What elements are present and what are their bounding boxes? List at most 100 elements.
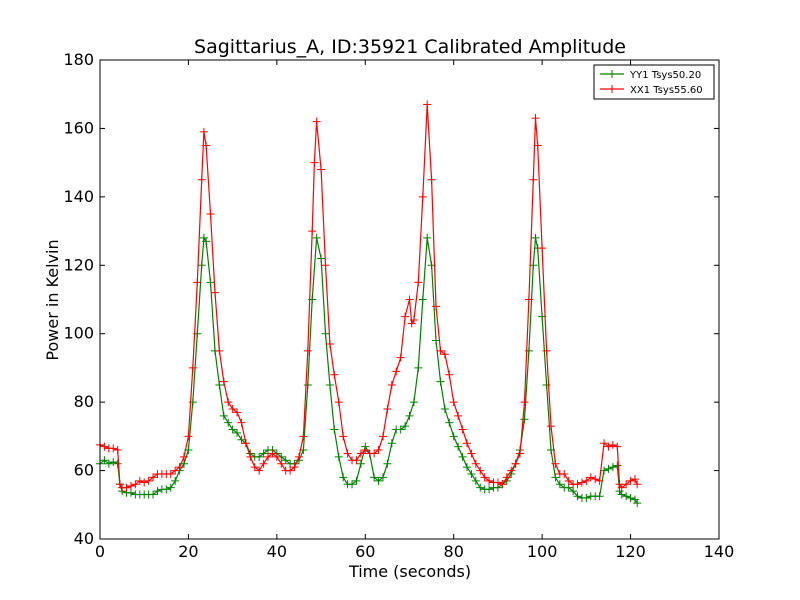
legend-label: XX1 Tsys55.60 — [630, 85, 703, 96]
data-point — [449, 432, 458, 441]
data-point — [445, 370, 454, 379]
x-tick-label: 120 — [615, 542, 646, 561]
y-tick-label: 160 — [63, 118, 94, 137]
data-point — [392, 367, 401, 376]
data-point — [538, 244, 547, 253]
data-point — [462, 439, 471, 448]
data-point — [374, 446, 383, 455]
data-point — [531, 233, 540, 242]
data-point — [577, 478, 586, 487]
data-point — [387, 381, 396, 390]
data-point — [233, 408, 242, 417]
legend-entry: XX1 Tsys55.60 — [600, 85, 703, 96]
data-point — [272, 452, 281, 461]
data-point — [516, 449, 525, 458]
data-point — [396, 425, 405, 434]
data-point — [383, 459, 392, 468]
data-point — [197, 175, 206, 184]
data-point — [630, 475, 639, 484]
data-point — [299, 432, 308, 441]
data-point — [454, 442, 463, 451]
data-point — [432, 302, 441, 311]
data-point — [370, 449, 379, 458]
data-point — [321, 261, 330, 270]
data-point — [633, 499, 642, 508]
data-point — [418, 295, 427, 304]
data-point — [633, 480, 642, 489]
y-tick-label: 140 — [63, 187, 94, 206]
data-point — [228, 425, 237, 434]
data-point — [219, 411, 228, 420]
data-point — [409, 398, 418, 407]
data-point — [259, 449, 268, 458]
data-point — [202, 237, 211, 246]
legend-marker — [608, 85, 616, 93]
series-2 — [96, 100, 642, 492]
data-point — [330, 370, 339, 379]
data-point — [507, 466, 516, 475]
data-point — [542, 381, 551, 390]
data-point — [423, 233, 432, 242]
data-point — [613, 442, 622, 451]
data-point — [396, 353, 405, 362]
series-line — [99, 104, 638, 489]
data-point — [551, 459, 560, 468]
data-point — [228, 404, 237, 413]
data-point — [440, 350, 449, 359]
data-point — [126, 488, 135, 497]
data-point — [237, 435, 246, 444]
data-point — [180, 452, 189, 461]
data-point — [259, 459, 268, 468]
x-tick-label: 0 — [95, 542, 105, 561]
data-point — [502, 473, 511, 482]
data-point — [436, 346, 445, 355]
data-point — [144, 476, 153, 485]
data-point — [241, 439, 250, 448]
data-point — [533, 141, 542, 150]
y-tick-label: 120 — [63, 255, 94, 274]
data-point — [352, 476, 361, 485]
data-point — [233, 428, 242, 437]
data-point — [109, 458, 118, 467]
data-point — [462, 463, 471, 472]
plot-area — [96, 100, 642, 508]
y-tick-label: 100 — [63, 324, 94, 343]
data-point — [330, 425, 339, 434]
data-point — [334, 452, 343, 461]
data-point — [286, 466, 295, 475]
data-point — [224, 418, 233, 427]
data-point — [202, 141, 211, 150]
data-point — [511, 459, 520, 468]
data-point — [268, 449, 277, 458]
data-point — [476, 466, 485, 475]
data-point — [569, 487, 578, 496]
data-point — [310, 158, 319, 167]
data-point — [564, 483, 573, 492]
data-point — [582, 476, 591, 485]
data-point — [423, 100, 432, 109]
data-point — [219, 377, 228, 386]
data-point — [153, 487, 162, 496]
data-point — [140, 478, 149, 487]
data-point — [255, 466, 264, 475]
data-point — [199, 233, 208, 242]
data-point — [308, 227, 317, 236]
data-point — [582, 493, 591, 502]
data-point — [149, 473, 158, 482]
data-point — [281, 456, 290, 465]
data-point — [303, 381, 312, 390]
data-point — [613, 461, 622, 470]
data-point — [524, 295, 533, 304]
legend-marker — [608, 70, 616, 78]
data-point — [626, 476, 635, 485]
data-point — [564, 476, 573, 485]
data-point — [485, 485, 494, 494]
data-point — [445, 418, 454, 427]
y-tick-label: 180 — [63, 50, 94, 69]
data-point — [135, 476, 144, 485]
data-point — [193, 278, 202, 287]
data-point — [339, 473, 348, 482]
data-point — [401, 422, 410, 431]
legend-box — [593, 64, 715, 100]
data-point — [586, 473, 595, 482]
